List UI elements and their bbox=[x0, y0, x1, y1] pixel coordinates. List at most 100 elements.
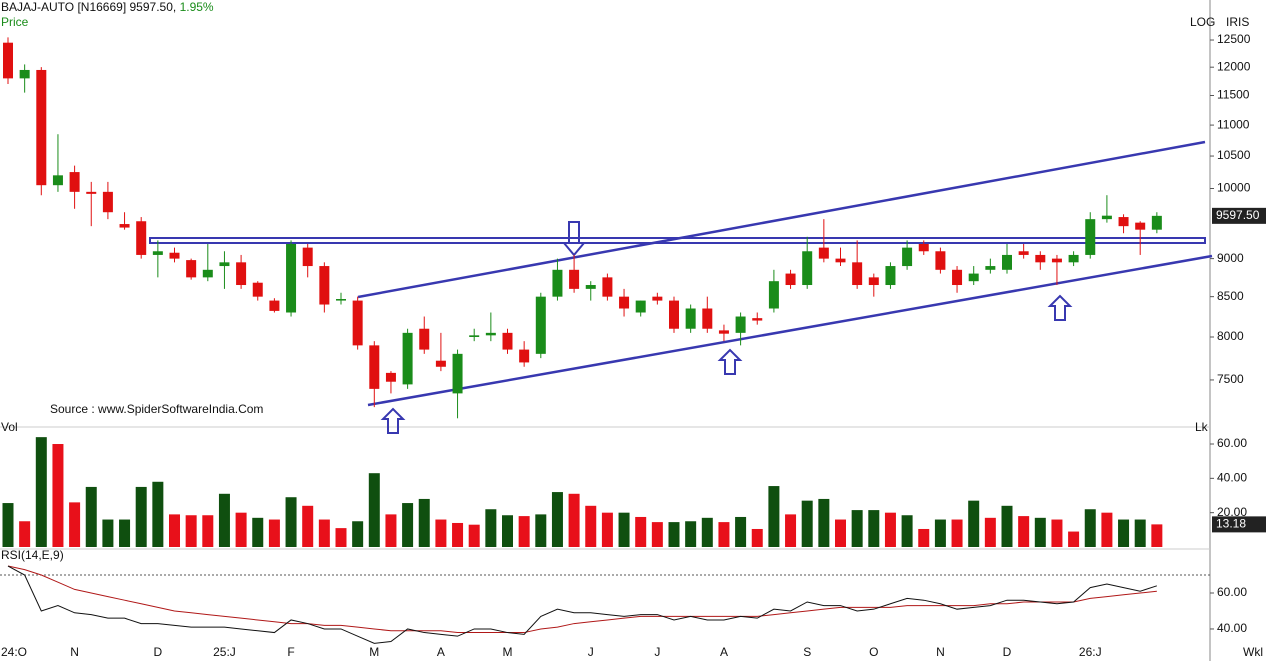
candle-body bbox=[1135, 222, 1146, 230]
candle-body bbox=[669, 300, 679, 329]
x-tick-label: M bbox=[503, 645, 513, 659]
volume-bar bbox=[685, 521, 697, 547]
candle-body bbox=[52, 175, 63, 186]
y-tick-label: 8500 bbox=[1217, 289, 1244, 303]
candle-body bbox=[718, 330, 729, 334]
candle-body bbox=[236, 262, 247, 286]
volume-bar bbox=[435, 519, 447, 547]
volume-bar bbox=[818, 498, 830, 547]
candle-body bbox=[169, 252, 180, 259]
candle-body bbox=[1068, 254, 1079, 263]
x-tick-label: A bbox=[720, 645, 728, 659]
candle-body bbox=[535, 296, 546, 354]
candle-body bbox=[802, 251, 813, 286]
volume-bar bbox=[318, 519, 330, 547]
candle-body bbox=[619, 296, 630, 309]
candle-body bbox=[885, 266, 896, 286]
candle-body bbox=[435, 360, 446, 367]
volume-bar bbox=[2, 503, 14, 547]
volume-bar bbox=[1034, 517, 1046, 547]
y-tick-label: 10500 bbox=[1217, 148, 1251, 162]
unit-label: Lk bbox=[1195, 420, 1209, 434]
volume-bar bbox=[934, 519, 946, 547]
volume-bar bbox=[1068, 531, 1080, 547]
volume-bar bbox=[202, 515, 214, 547]
volume-bar bbox=[1118, 519, 1130, 547]
volume-bar bbox=[485, 509, 497, 547]
title: BAJAJ-AUTO [N16669] 9597.50, bbox=[1, 0, 176, 14]
volume-bar bbox=[651, 522, 663, 547]
volume-bar bbox=[601, 512, 613, 547]
value-tag bbox=[1212, 207, 1266, 224]
candle-body bbox=[868, 277, 879, 286]
x-tick-label: O bbox=[869, 645, 878, 659]
trend-annotations bbox=[149, 140, 1213, 434]
volume-bar bbox=[352, 521, 364, 547]
chart-title: BAJAJ-AUTO [N16669] 9597.50, 1.95% bbox=[1, 0, 214, 14]
y-tick-label: 12000 bbox=[1217, 59, 1251, 73]
candle-body bbox=[502, 332, 513, 350]
volume-bar bbox=[835, 519, 846, 547]
rsi-title: RSI(14,E,9) bbox=[1, 548, 64, 562]
volume-bar bbox=[951, 519, 963, 547]
value-tag bbox=[1212, 516, 1266, 533]
candle-body bbox=[1085, 219, 1096, 255]
volume-bar bbox=[185, 515, 197, 547]
x-tick-label: D bbox=[1003, 645, 1012, 659]
y-tick-label: 8000 bbox=[1217, 329, 1244, 343]
x-tick-label: F bbox=[287, 645, 294, 659]
x-tick-label: M bbox=[369, 645, 379, 659]
candle-body bbox=[69, 172, 80, 192]
volume-bar bbox=[735, 516, 747, 547]
volume-bar bbox=[851, 510, 863, 547]
y-label: Price bbox=[1, 15, 29, 29]
volume-bar bbox=[701, 517, 713, 547]
candle-body bbox=[702, 308, 713, 329]
candle-body bbox=[102, 191, 113, 213]
volume-bar bbox=[1101, 512, 1113, 547]
down-arrow bbox=[561, 221, 587, 257]
volume-bar bbox=[268, 519, 280, 547]
volume-bar bbox=[52, 444, 64, 547]
volume-bar bbox=[1001, 505, 1013, 547]
volume-bar bbox=[1151, 524, 1163, 547]
candle-body bbox=[319, 266, 330, 305]
candle-body bbox=[519, 349, 530, 363]
candle-body bbox=[985, 266, 996, 270]
volume-bar bbox=[169, 514, 180, 547]
volume-bar bbox=[635, 516, 647, 547]
period-label: Wkl bbox=[1243, 645, 1263, 659]
candle-body bbox=[852, 262, 863, 286]
candle-body bbox=[36, 69, 47, 186]
candle-body bbox=[3, 42, 13, 79]
candle-body bbox=[186, 260, 197, 278]
volume-bar bbox=[35, 437, 47, 547]
volume-bar bbox=[1134, 519, 1146, 547]
candle-body bbox=[968, 273, 979, 282]
candle-body bbox=[752, 318, 763, 321]
x-tick-label: J bbox=[588, 645, 594, 659]
volume-bar bbox=[1051, 519, 1063, 547]
rsi-line bbox=[7, 565, 1157, 634]
source: Source : www.SpiderSoftwareIndia.Com bbox=[50, 402, 263, 416]
candle-body bbox=[1101, 215, 1112, 220]
candle-body bbox=[419, 328, 430, 350]
candle-body bbox=[219, 262, 230, 267]
volume-bar bbox=[785, 514, 797, 547]
volume-bar bbox=[901, 515, 913, 547]
volume-bar bbox=[302, 505, 314, 547]
candle-body bbox=[269, 300, 280, 311]
volume-bar bbox=[69, 502, 81, 547]
volume-bar bbox=[252, 517, 264, 547]
y-tick-label: 11500 bbox=[1217, 88, 1250, 102]
x-tick-label: A bbox=[437, 645, 445, 659]
y-tick-label: 11000 bbox=[1217, 117, 1250, 131]
volume-bar bbox=[368, 473, 380, 547]
volume-bar bbox=[618, 512, 630, 547]
volume-bar bbox=[768, 486, 780, 547]
x-tick-label: 25:J bbox=[213, 645, 236, 659]
candle-body bbox=[602, 277, 613, 297]
y-tick-label: 9000 bbox=[1217, 251, 1244, 265]
candle-body bbox=[935, 251, 946, 270]
